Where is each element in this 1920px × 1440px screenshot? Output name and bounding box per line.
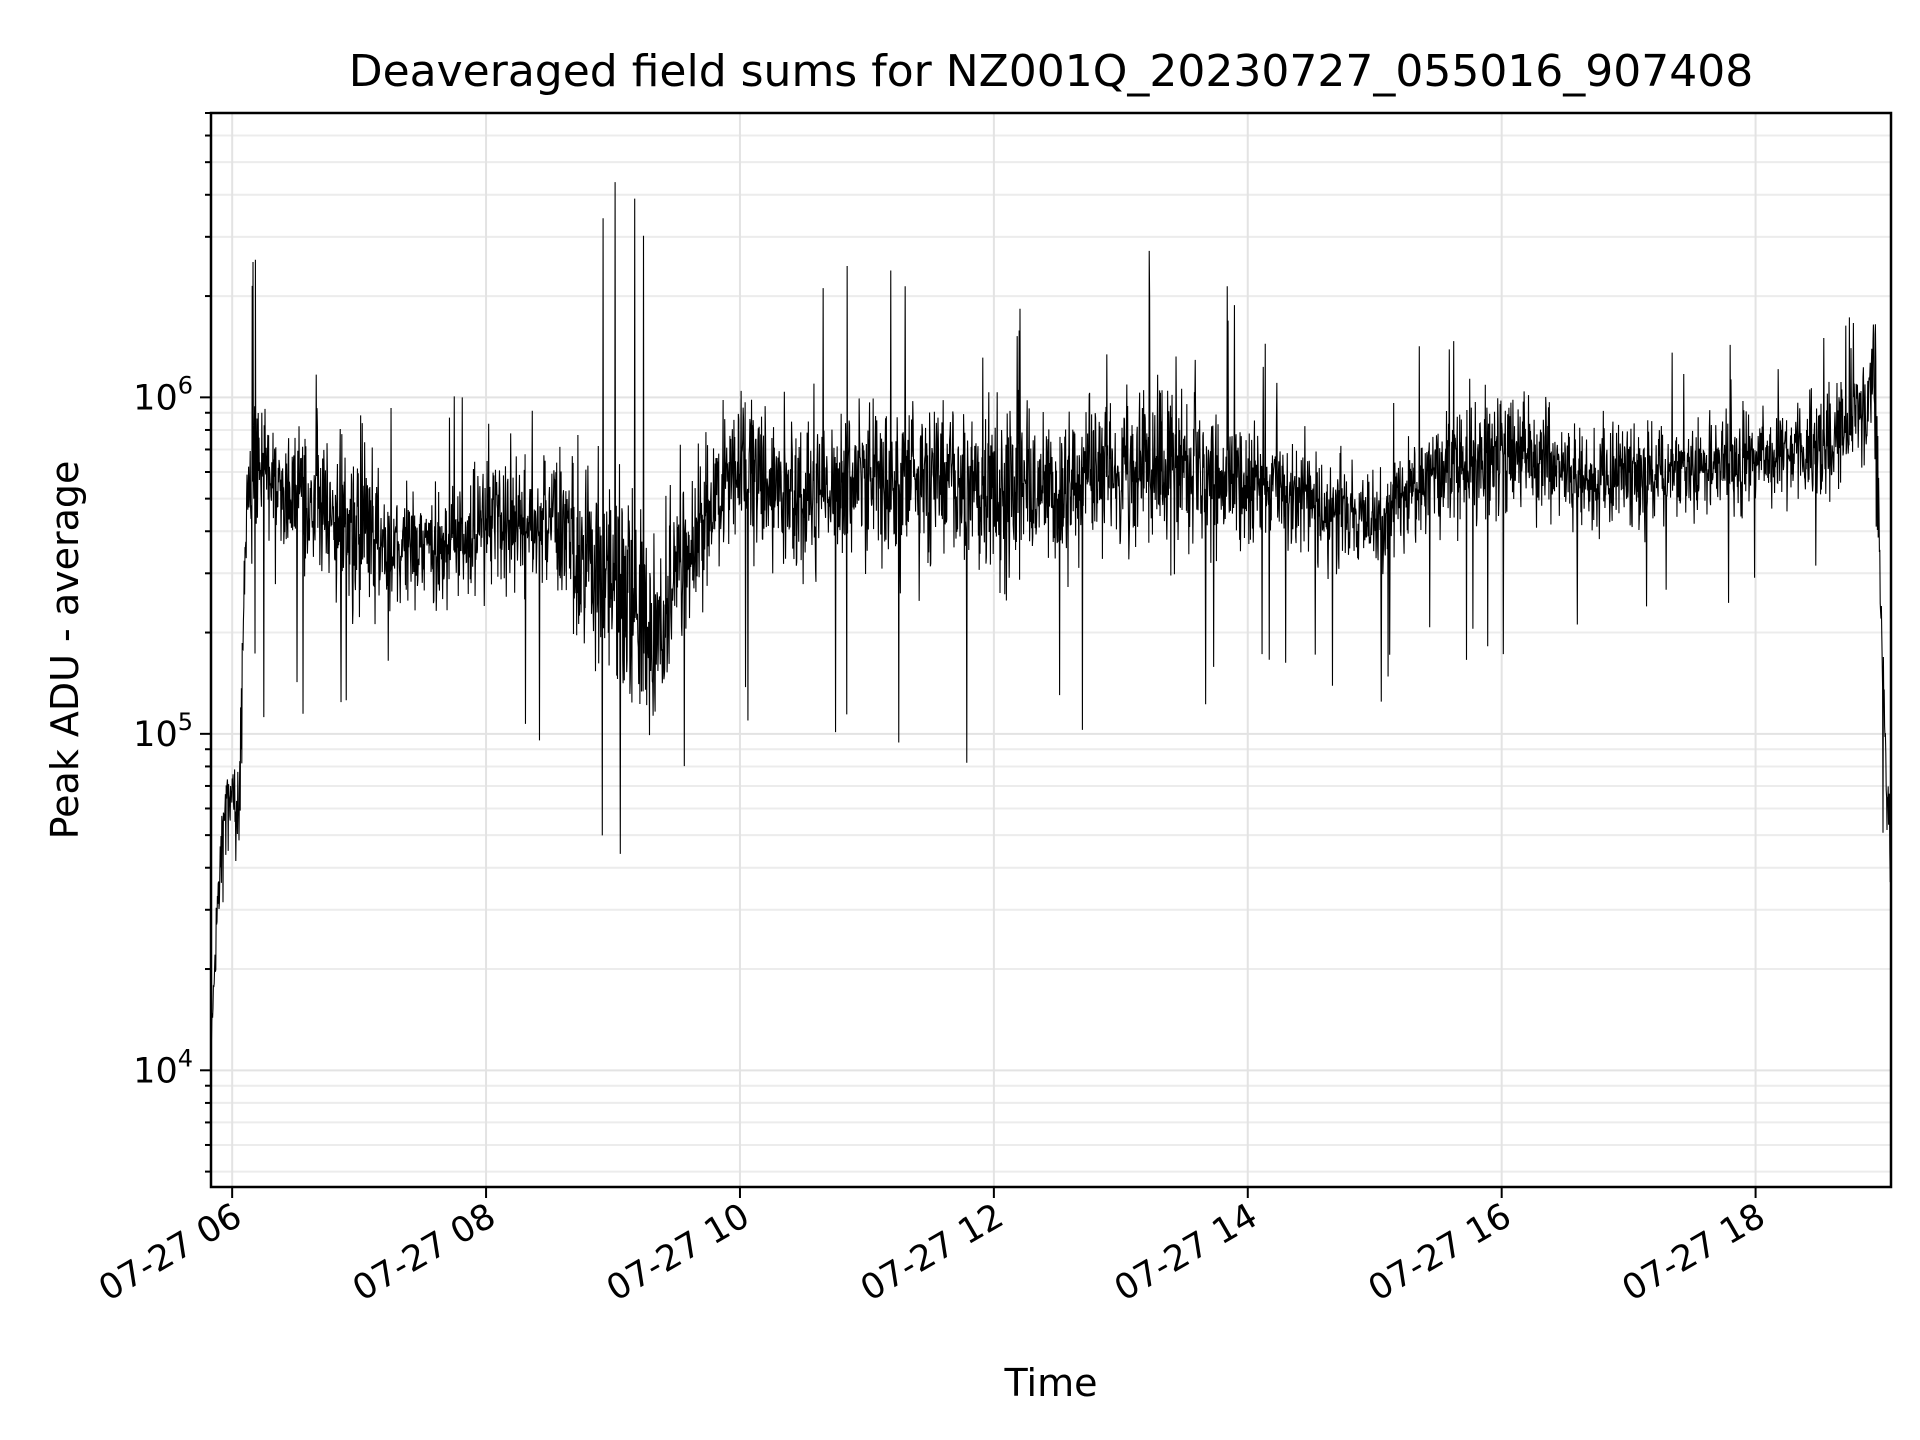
y-tick-label: 104 [133,1044,193,1091]
x-tick-label: 07-27 14 [1108,1196,1264,1309]
x-tick-label: 07-27 08 [346,1196,502,1309]
x-tick-label: 07-27 16 [1362,1196,1518,1309]
plot-frame [209,111,1893,1189]
x-tick-label: 07-27 18 [1616,1196,1772,1309]
y-tick-label: 106 [133,371,193,418]
x-tick-label: 07-27 10 [600,1196,756,1309]
x-tick-label: 07-27 06 [92,1196,248,1309]
axis-ticks: 104 105 106 07-27 06 07-27 08 07-27 10 07-27 1… [92,112,1772,1309]
y-axis-label: Peak ADU - average [43,461,87,840]
series-line [210,182,1892,1044]
grid [211,112,1891,1187]
x-axis-label: Time [1004,1361,1098,1405]
chart-title: Deaveraged field sums for NZ001Q_2023072… [349,46,1754,97]
x-tick-label: 07-27 12 [854,1196,1010,1309]
y-tick-label: 105 [133,708,193,755]
